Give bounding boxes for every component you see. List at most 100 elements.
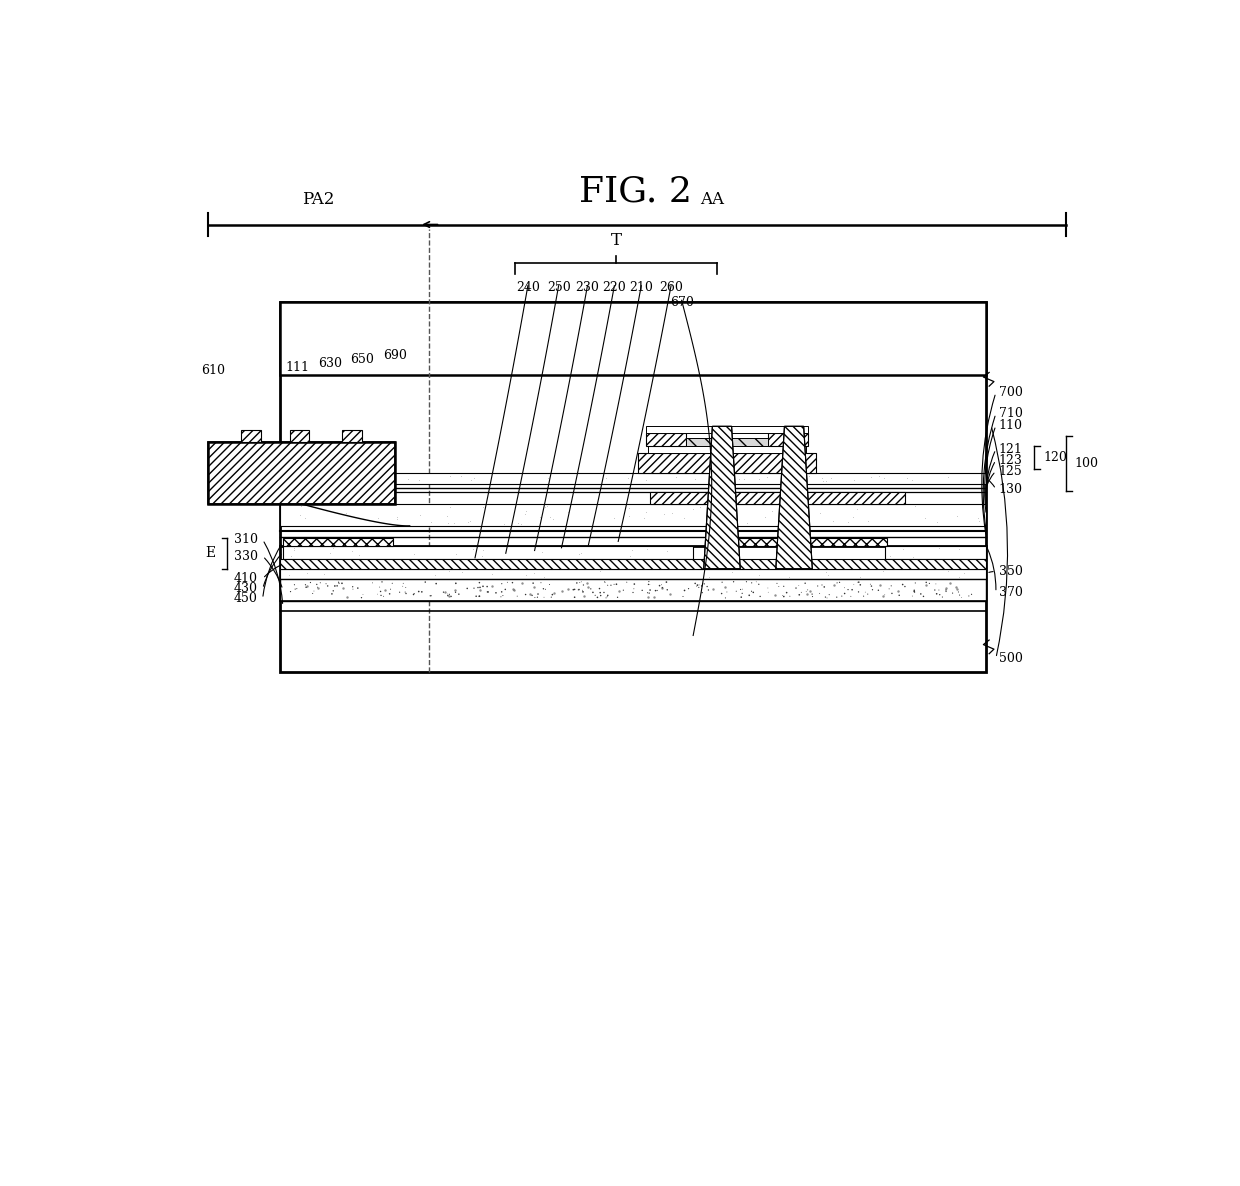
Point [657, 580, 677, 599]
Point [434, 582, 454, 601]
Point [314, 565, 334, 584]
Point [738, 514, 758, 533]
Point [905, 582, 925, 601]
Point [299, 467, 319, 486]
Point [445, 582, 465, 601]
Point [563, 580, 583, 599]
Point [821, 468, 841, 487]
Point [568, 580, 588, 599]
Point [652, 579, 672, 598]
Point [532, 542, 552, 561]
Point [325, 576, 345, 595]
Point [858, 511, 878, 530]
Bar [280, 579, 986, 601]
Point [683, 499, 703, 518]
Bar [294, 492, 396, 504]
Point [842, 580, 862, 599]
Point [813, 472, 833, 491]
Point [336, 503, 356, 522]
Point [636, 470, 656, 489]
Point [653, 504, 673, 523]
Point [879, 547, 899, 566]
Text: 110: 110 [998, 419, 1023, 432]
Text: 430: 430 [234, 582, 258, 595]
Point [534, 498, 554, 517]
Point [932, 587, 952, 606]
Point [844, 471, 864, 490]
Point [393, 574, 413, 593]
Point [888, 581, 908, 600]
Point [759, 582, 779, 601]
Point [538, 468, 558, 487]
Point [715, 472, 735, 491]
Point [286, 579, 306, 598]
Text: 250: 250 [547, 281, 570, 294]
Point [482, 565, 502, 584]
Point [596, 468, 616, 487]
Point [569, 544, 589, 563]
Point [329, 574, 348, 593]
Point [905, 497, 925, 516]
Point [533, 579, 553, 598]
Point [539, 575, 559, 594]
Point [810, 504, 830, 523]
Point [598, 586, 618, 605]
Point [774, 576, 794, 595]
Point [915, 509, 935, 528]
Point [284, 541, 304, 560]
Point [516, 502, 536, 521]
Point [505, 581, 525, 600]
Point [644, 587, 663, 606]
Point [525, 578, 544, 597]
Point [926, 574, 946, 593]
Point [730, 580, 750, 599]
Point [507, 587, 527, 606]
Point [502, 579, 522, 598]
Point [733, 584, 753, 602]
Point [438, 585, 458, 604]
Point [947, 580, 967, 599]
Bar [290, 431, 309, 442]
Point [825, 575, 844, 594]
Point [528, 585, 548, 604]
Point [516, 566, 536, 585]
Point [574, 575, 594, 594]
Point [497, 573, 517, 592]
Point [689, 497, 709, 516]
Point [368, 509, 388, 528]
Point [479, 582, 498, 601]
Point [310, 573, 330, 592]
Point [746, 573, 766, 592]
Point [296, 578, 316, 597]
Text: 230: 230 [575, 281, 599, 294]
Point [904, 582, 924, 601]
Bar [646, 433, 686, 446]
Point [861, 575, 880, 594]
Point [678, 579, 698, 598]
Bar [768, 433, 808, 446]
Text: FIG. 2: FIG. 2 [579, 174, 692, 209]
Point [482, 576, 502, 595]
Point [618, 468, 637, 487]
Point [868, 466, 888, 485]
Point [585, 586, 605, 605]
Point [492, 574, 512, 593]
Bar [242, 431, 260, 442]
Point [590, 562, 610, 581]
Point [862, 576, 882, 595]
Point [296, 578, 316, 597]
Point [901, 470, 921, 489]
Point [444, 514, 464, 533]
Point [439, 585, 459, 604]
Bar [280, 302, 986, 375]
Point [620, 547, 640, 566]
Point [564, 580, 584, 599]
Point [739, 586, 759, 605]
Point [687, 575, 707, 594]
Point [491, 587, 511, 606]
Point [863, 580, 883, 599]
Point [743, 582, 763, 601]
Point [926, 585, 946, 604]
Text: 100: 100 [1075, 458, 1099, 471]
Point [851, 575, 870, 594]
